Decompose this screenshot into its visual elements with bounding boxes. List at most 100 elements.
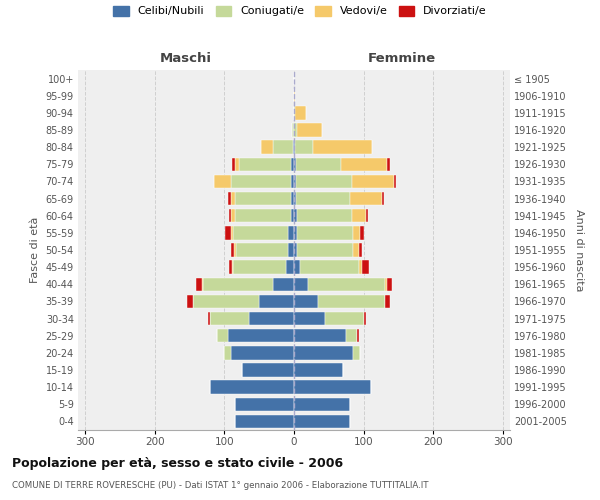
Bar [233,226,289,239]
Bar [294,106,295,120]
Bar [203,278,273,291]
Text: Femmine: Femmine [368,52,436,65]
Bar [233,260,286,274]
Bar [232,158,235,171]
Bar [352,209,366,222]
Bar [229,260,232,274]
Bar [298,209,352,222]
Bar [385,278,386,291]
Bar [294,158,296,171]
Bar [294,294,319,308]
Bar [202,278,203,291]
Bar [353,226,360,239]
Bar [217,329,228,342]
Bar [289,226,294,239]
Bar [225,226,230,239]
Bar [386,158,390,171]
Bar [394,174,396,188]
Bar [360,226,364,239]
Bar [235,209,290,222]
Bar [366,209,368,222]
Bar [228,329,294,342]
Bar [236,244,289,256]
Bar [294,364,343,376]
Bar [299,260,359,274]
Bar [231,346,294,360]
Bar [313,140,372,154]
Bar [290,192,294,205]
Bar [294,278,308,291]
Bar [234,244,236,256]
Bar [211,380,294,394]
Bar [293,140,294,154]
Bar [231,174,290,188]
Bar [341,158,386,171]
Bar [350,192,382,205]
Bar [235,192,290,205]
Bar [291,158,294,171]
Bar [294,124,298,136]
Bar [386,278,392,291]
Bar [353,346,360,360]
Bar [294,209,298,222]
Bar [346,329,357,342]
Bar [359,244,362,256]
Bar [289,244,294,256]
Bar [296,158,341,171]
Bar [359,260,362,274]
Bar [382,192,384,205]
Bar [193,294,259,308]
Bar [290,209,294,222]
Bar [214,174,231,188]
Bar [235,158,239,171]
Bar [273,278,294,291]
Bar [319,294,385,308]
Bar [357,329,359,342]
Bar [295,106,306,120]
Bar [260,140,273,154]
Bar [294,226,298,239]
Legend: Celibi/Nubili, Coniugati/e, Vedovi/e, Divorziati/e: Celibi/Nubili, Coniugati/e, Vedovi/e, Di… [113,6,487,16]
Bar [230,226,233,239]
Bar [211,312,249,326]
Bar [232,260,233,274]
Y-axis label: Fasce di età: Fasce di età [30,217,40,283]
Bar [224,346,231,360]
Bar [308,278,385,291]
Bar [294,140,295,154]
Bar [295,140,313,154]
Bar [292,124,294,136]
Bar [385,294,390,308]
Bar [294,192,296,205]
Bar [294,329,346,342]
Bar [290,174,294,188]
Bar [298,226,353,239]
Bar [273,140,293,154]
Bar [187,294,193,308]
Bar [352,174,394,188]
Text: Maschi: Maschi [160,52,212,65]
Text: Popolazione per età, sesso e stato civile - 2006: Popolazione per età, sesso e stato civil… [12,458,343,470]
Bar [296,174,352,188]
Bar [208,312,211,326]
Bar [364,312,366,326]
Bar [294,414,350,428]
Bar [294,244,298,256]
Bar [229,209,231,222]
Bar [286,260,294,274]
Bar [231,209,235,222]
Text: COMUNE DI TERRE ROVERESCHE (PU) - Dati ISTAT 1° gennaio 2006 - Elaborazione TUTT: COMUNE DI TERRE ROVERESCHE (PU) - Dati I… [12,481,428,490]
Bar [298,124,322,136]
Bar [242,364,294,376]
Bar [298,244,353,256]
Y-axis label: Anni di nascita: Anni di nascita [574,209,584,291]
Bar [294,174,296,188]
Bar [294,346,353,360]
Bar [231,192,235,205]
Bar [296,192,350,205]
Bar [294,398,350,411]
Bar [325,312,364,326]
Bar [259,294,294,308]
Bar [294,260,299,274]
Bar [294,380,371,394]
